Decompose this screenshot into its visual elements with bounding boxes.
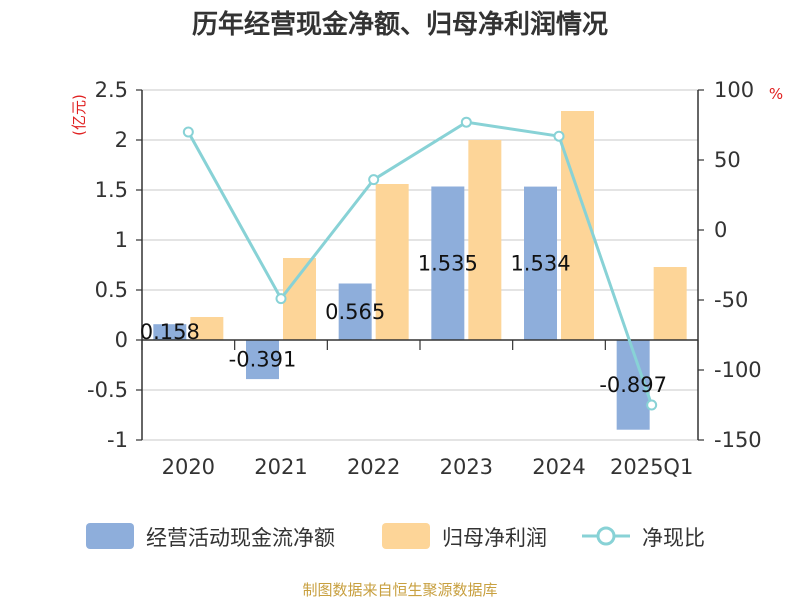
bar-cashflow (431, 186, 465, 340)
legend-label-cashflow: 经营活动现金流净额 (146, 526, 335, 550)
legend: 经营活动现金流净额 归母净利润 净现比 (86, 523, 705, 550)
bar-net-profit (190, 317, 224, 340)
left-tick-label: 2.5 (95, 78, 128, 102)
legend-swatch-net-profit (382, 523, 430, 549)
right-tick-label: 50 (714, 148, 741, 172)
right-tick-label: -150 (714, 428, 762, 452)
right-tick-label: 100 (714, 78, 754, 102)
category-label: 2023 (440, 455, 493, 479)
cashflow-data-label: 1.534 (510, 251, 570, 275)
bar-cashflow (338, 283, 372, 340)
right-tick-label: 0 (714, 218, 727, 242)
ratio-point (553, 130, 565, 142)
right-tick-label: -100 (714, 358, 762, 382)
axes (136, 89, 704, 441)
bar-net-profit (653, 267, 687, 340)
data-labels: 0.158 -0.391 0.565 1.535 1.534 -0.897 (140, 251, 667, 397)
cashflow-data-label: 0.158 (140, 320, 200, 344)
ratio-point (182, 126, 194, 138)
ratio-point (646, 399, 658, 411)
bar-cashflow (153, 324, 187, 340)
left-axis-unit: (亿元) (70, 94, 88, 136)
right-axis-unit: % (769, 85, 783, 103)
category-label: 2021 (254, 455, 307, 479)
bars (153, 111, 687, 430)
cashflow-data-label: -0.897 (599, 373, 667, 397)
bar-cashflow (246, 340, 279, 380)
cashflow-data-label: 0.565 (325, 300, 385, 324)
category-label: 2020 (162, 455, 215, 479)
tick-labels: 2.5 2 1.5 1 0.5 0 -0.5 -1 100 50 0 -50 -100 -150 2020 2… (87, 78, 762, 479)
source-note: 制图数据来自恒生聚源数据库 (302, 581, 497, 599)
ratio-point (275, 293, 287, 305)
chart-title: 历年经营现金净额、归母净利润情况 (192, 9, 608, 40)
left-tick-label: 0 (115, 328, 128, 352)
category-label: 2024 (532, 455, 585, 479)
left-tick-label: 1.5 (95, 178, 128, 202)
legend-label-net-profit: 归母净利润 (442, 526, 547, 550)
left-tick-label: 2 (115, 128, 128, 152)
bar-cashflow (524, 186, 557, 340)
ratio-polyline (187, 120, 654, 406)
legend-swatch-cashflow (86, 523, 134, 549)
right-tick-label: -50 (714, 288, 748, 312)
bar-net-profit (468, 140, 502, 340)
bar-net-profit (375, 184, 409, 340)
cashflow-data-label: -0.391 (229, 348, 297, 372)
category-label: 2022 (347, 455, 400, 479)
legend-marker-ratio (596, 526, 616, 546)
ratio-line (182, 116, 658, 411)
left-tick-label: -1 (107, 428, 128, 452)
ratio-point (460, 116, 472, 128)
bar-net-profit (283, 258, 316, 340)
legend-label-ratio: 净现比 (642, 526, 705, 550)
left-tick-label: 0.5 (95, 278, 128, 302)
cashflow-data-label: 1.535 (418, 251, 478, 275)
left-tick-label: 1 (115, 228, 128, 252)
category-label: 2025Q1 (610, 455, 693, 479)
grid-lines (142, 89, 698, 441)
left-tick-label: -0.5 (87, 378, 128, 402)
ratio-point (368, 174, 380, 186)
